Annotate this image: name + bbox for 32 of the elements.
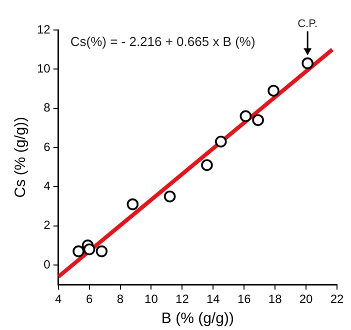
x-tick-label: 18	[268, 292, 282, 306]
x-tick-label: 16	[237, 292, 252, 306]
point	[201, 159, 213, 172]
point	[126, 198, 139, 210]
y-tick-label: 4	[44, 178, 51, 193]
point	[252, 114, 264, 126]
y-tick-label: 2	[44, 218, 51, 232]
x-axis-title: B (% (g/g))	[161, 310, 234, 328]
point	[214, 136, 227, 148]
point	[96, 245, 108, 258]
annotation: C.P.	[298, 18, 318, 30]
point	[240, 110, 252, 122]
y-axis-title: Cs (% (g/g))	[12, 116, 30, 198]
x-tick-label: 6	[86, 292, 93, 306]
point	[72, 245, 84, 258]
y-tick-label: 6	[44, 140, 51, 154]
y-tick-label: 0	[44, 257, 51, 272]
x-tick-label: 8	[116, 292, 124, 306]
annotation: Cs(%) = - 2.216 + 0.665 x B (%)	[70, 34, 256, 50]
x-tick-label: 20	[299, 292, 314, 306]
y-tick-label: 10	[36, 61, 51, 76]
x-tick-label: 4	[55, 292, 62, 306]
point	[302, 57, 314, 70]
x-tick-label: 22	[330, 292, 344, 306]
y-tick-label: 8	[44, 100, 51, 115]
x-tick-label: 12	[176, 292, 190, 306]
y-tick-label: 12	[36, 22, 51, 36]
point	[164, 190, 176, 202]
x-tick-label: 10	[144, 292, 158, 306]
point	[83, 243, 96, 256]
point	[268, 84, 280, 97]
x-tick-label: 14	[206, 292, 220, 306]
